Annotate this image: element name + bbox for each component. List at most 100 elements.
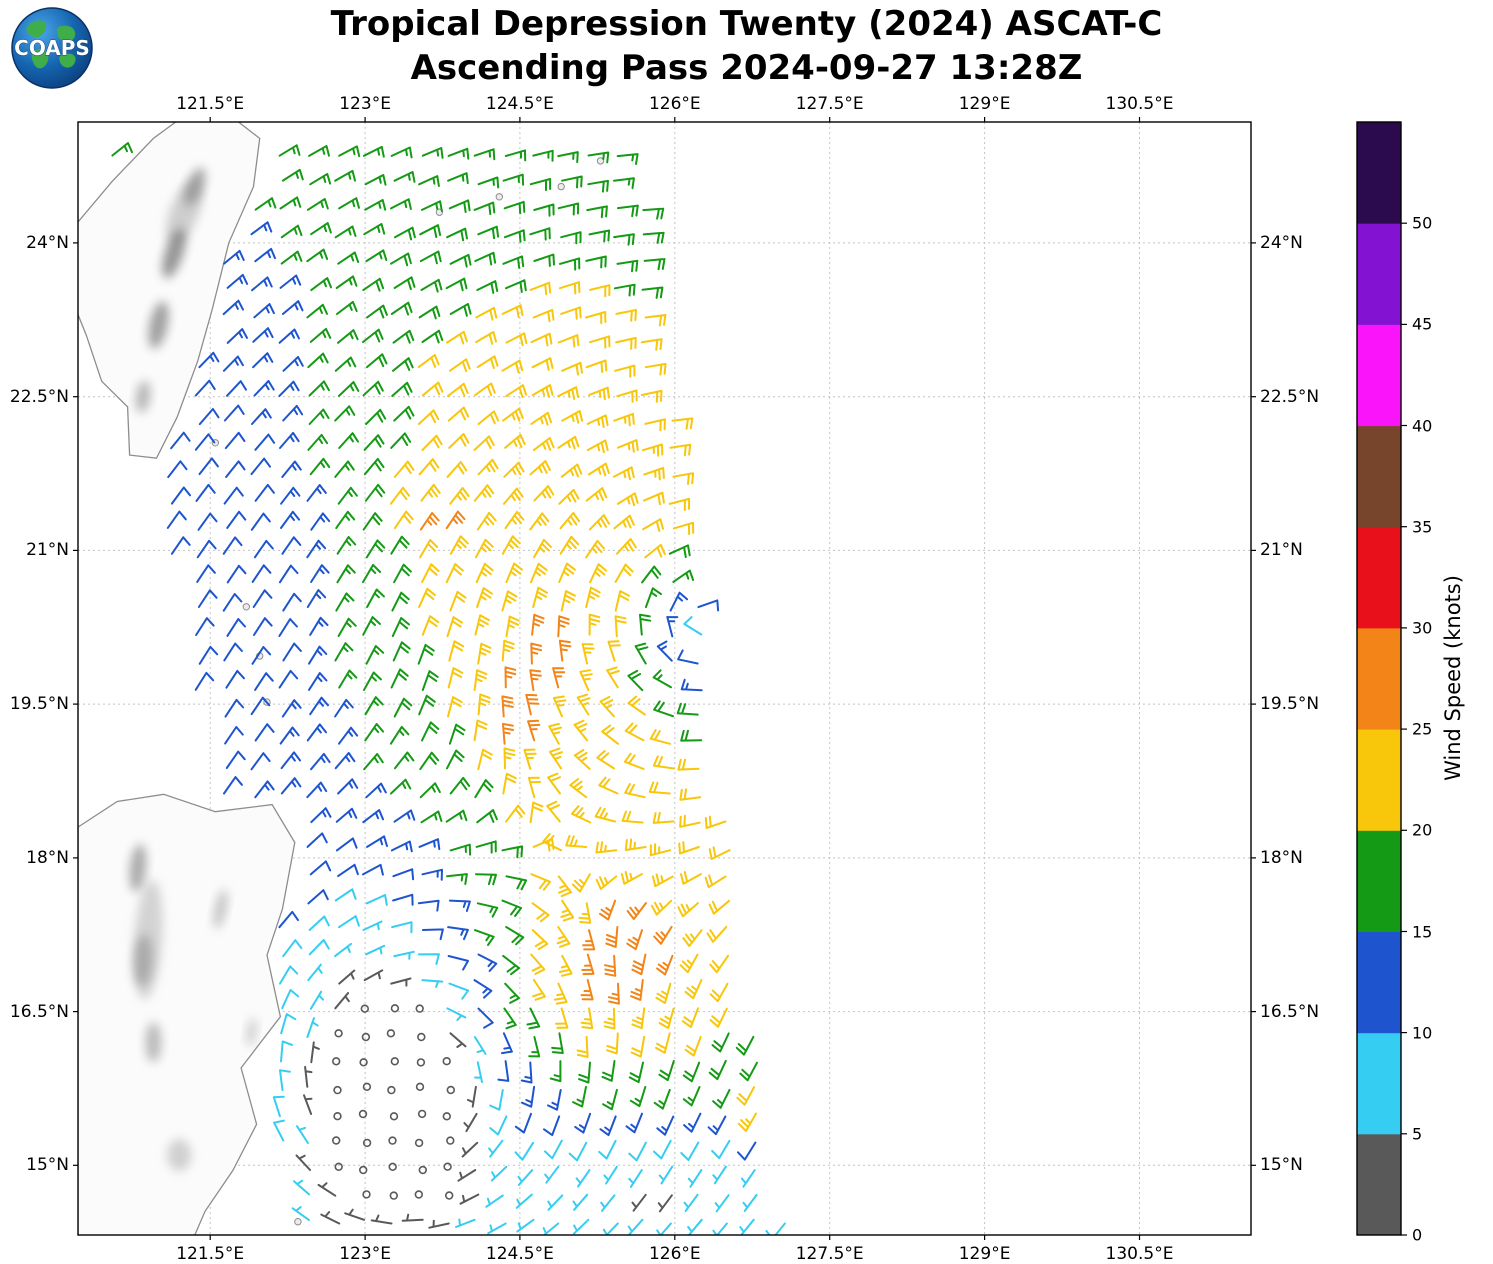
calm-wind-circle bbox=[362, 1190, 371, 1199]
colorbar bbox=[1356, 121, 1407, 1236]
wind-barb bbox=[644, 314, 667, 327]
wind-barb bbox=[557, 202, 580, 216]
wind-barb bbox=[446, 1007, 467, 1021]
wind-barb bbox=[603, 1165, 618, 1185]
wind-barb bbox=[644, 418, 666, 432]
wind-barb bbox=[549, 747, 563, 770]
wind-barb bbox=[531, 357, 554, 371]
wind-barb bbox=[476, 809, 498, 824]
wind-barb bbox=[586, 205, 608, 219]
wind-barb bbox=[337, 863, 359, 878]
wind-barb bbox=[599, 1115, 617, 1137]
wind-barb bbox=[421, 928, 444, 941]
wind-barb bbox=[391, 921, 413, 934]
wind-barb bbox=[196, 564, 216, 583]
wind-barb bbox=[366, 304, 388, 319]
wind-barb bbox=[282, 642, 302, 662]
wind-barb bbox=[476, 902, 499, 918]
wind-barb bbox=[532, 308, 555, 323]
calm-wind-circle bbox=[333, 1085, 342, 1095]
wind-barb bbox=[558, 562, 576, 583]
wind-barb bbox=[578, 902, 592, 924]
wind-barb bbox=[586, 414, 609, 428]
wind-barb bbox=[682, 929, 703, 947]
relief-shading bbox=[213, 889, 228, 929]
wind-barb bbox=[615, 336, 637, 350]
wind-barb bbox=[596, 750, 616, 770]
wind-barb bbox=[712, 1088, 731, 1109]
wind-barb bbox=[334, 642, 354, 662]
wind-barb bbox=[560, 231, 582, 245]
relief-shading bbox=[135, 380, 151, 413]
wind-barb bbox=[417, 899, 440, 912]
wind-barb bbox=[560, 899, 575, 922]
wind-barb bbox=[631, 1193, 647, 1212]
wind-barb bbox=[504, 666, 517, 689]
wind-barb bbox=[585, 586, 601, 608]
wind-barb bbox=[588, 229, 611, 243]
wind-barb bbox=[278, 564, 299, 584]
wind-barb bbox=[448, 640, 465, 662]
calm-wind-circle bbox=[360, 1004, 369, 1013]
figure-title: Tropical Depression Twenty (2024) ASCAT-… bbox=[0, 2, 1493, 90]
wind-barb bbox=[418, 175, 440, 187]
x-tick-label-bottom: 130.5°E bbox=[1105, 1244, 1174, 1264]
globe-land-shape bbox=[26, 20, 47, 38]
wind-barb bbox=[475, 306, 498, 321]
x-tick-label-top: 130.5°E bbox=[1105, 94, 1174, 114]
wind-barb bbox=[308, 672, 328, 691]
wind-barb bbox=[338, 381, 360, 397]
wind-barb bbox=[421, 868, 443, 881]
colorbar-segment bbox=[1357, 526, 1401, 629]
wind-barb bbox=[419, 250, 442, 265]
wind-barb bbox=[393, 697, 413, 718]
wind-barb bbox=[735, 1035, 755, 1056]
wind-barb bbox=[223, 404, 245, 422]
wind-barb bbox=[194, 671, 215, 691]
wind-barb bbox=[601, 1060, 616, 1082]
y-tick-label-left: 24°N bbox=[26, 232, 69, 253]
wind-barb bbox=[560, 590, 576, 612]
wind-barb bbox=[527, 719, 541, 742]
wind-barb bbox=[678, 841, 700, 855]
wind-barb bbox=[606, 1032, 619, 1055]
wind-barb bbox=[504, 149, 527, 162]
terrain-relief bbox=[129, 844, 257, 1172]
wind-barb bbox=[599, 695, 615, 718]
wind-barb bbox=[252, 352, 274, 369]
wind-barb bbox=[529, 227, 551, 241]
wind-barb bbox=[544, 1139, 563, 1160]
wind-barb bbox=[223, 249, 245, 265]
wind-barb bbox=[557, 386, 580, 400]
wind-barb bbox=[223, 642, 243, 662]
calm-wind-circle bbox=[332, 1136, 341, 1145]
wind-barb bbox=[614, 364, 636, 378]
wind-barb bbox=[224, 698, 245, 718]
wind-barb bbox=[641, 443, 664, 457]
wind-barb bbox=[225, 669, 245, 689]
wind-barb bbox=[362, 920, 383, 931]
wind-barb bbox=[447, 382, 469, 398]
wind-barb bbox=[616, 153, 639, 165]
wind-barb bbox=[370, 1214, 393, 1225]
wind-barb bbox=[282, 939, 303, 958]
wind-barb bbox=[477, 953, 498, 972]
calm-wind-circle bbox=[417, 1109, 427, 1119]
y-tick-label-left: 19.5°N bbox=[9, 694, 69, 715]
wind-barb bbox=[614, 590, 630, 612]
wind-barb bbox=[474, 1061, 483, 1083]
wind-barb bbox=[603, 1007, 616, 1030]
wind-barb bbox=[505, 332, 528, 347]
wind-barb bbox=[600, 1194, 616, 1212]
wind-barb bbox=[334, 752, 356, 770]
wind-barb bbox=[421, 563, 440, 584]
wind-barb bbox=[586, 439, 609, 454]
wind-barb bbox=[366, 835, 388, 848]
wind-barb bbox=[477, 748, 493, 771]
wind-barb bbox=[390, 668, 409, 689]
wind-barb bbox=[393, 171, 416, 183]
wind-barb bbox=[625, 1112, 643, 1134]
wind-barb bbox=[281, 300, 304, 315]
wind-barb bbox=[392, 868, 415, 881]
wind-barb bbox=[644, 587, 662, 609]
